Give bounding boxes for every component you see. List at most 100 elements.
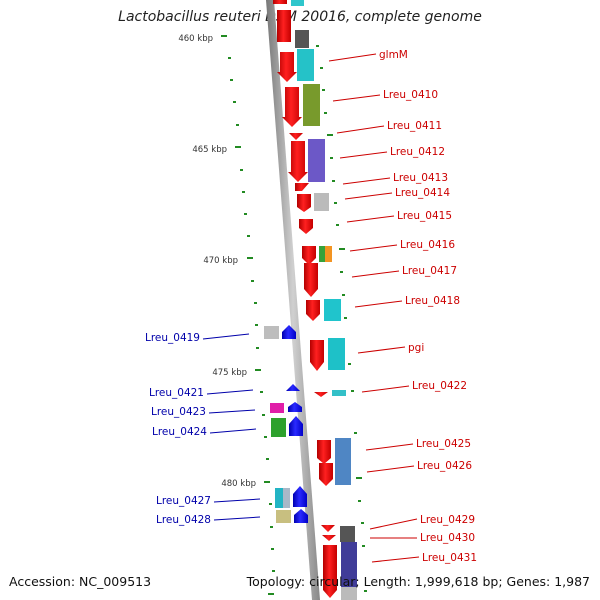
gene-label-lreu-0425[interactable]: Lreu_0425 [416,438,471,450]
cog-block [275,488,283,508]
gene-label-lreu-0415[interactable]: Lreu_0415 [397,210,452,222]
gc-tick [320,67,323,69]
gc-tick [358,500,361,502]
gene-label-lreu-0417[interactable]: Lreu_0417 [402,265,457,277]
gc-tick [247,235,250,237]
gene-arrow[interactable] [319,463,333,486]
gene-arrow[interactable] [288,141,308,182]
gene-label-lreu-0411[interactable]: Lreu_0411 [387,120,442,132]
gene-arrow[interactable] [322,535,336,541]
gc-tick [240,169,243,171]
gc-tick [254,302,257,304]
forward-gene-labels: glmM Lreu_0410 Lreu_0411 Lreu_0412 Lreu_… [379,49,477,564]
scale-tick-label: 460 kbp [178,34,213,44]
label-leader [369,518,418,530]
label-leader [357,346,406,354]
gc-tick [330,157,333,159]
gc-tick [271,548,274,550]
gene-arrow[interactable] [277,52,297,82]
gene-label-pgi[interactable]: pgi [408,342,424,354]
gc-tick [236,124,239,126]
label-leader [202,333,250,340]
gene-label-lreu-0431[interactable]: Lreu_0431 [422,552,477,564]
gc-tick [354,432,357,434]
gc-tick [230,79,233,81]
gene-arrow[interactable] [289,416,303,436]
gene-label-lreu-0427[interactable]: Lreu_0427 [156,495,211,507]
reverse-label-lines [202,333,261,521]
gc-tick [255,369,261,371]
gene-arrow[interactable] [294,509,308,523]
gene-arrow[interactable] [282,325,296,339]
gene-arrow[interactable] [299,219,313,234]
reverse-strand-track [282,325,308,523]
label-leader [366,465,415,473]
gene-label-lreu-0422[interactable]: Lreu_0422 [412,380,467,392]
gene-arrow[interactable] [323,545,337,598]
label-leader [344,192,393,200]
gc-tick [260,391,263,393]
gc-tick [266,458,269,460]
label-leader [351,270,400,278]
gc-tick [342,294,345,296]
genome-stats-label: Topology: circular; Length: 1,999,618 bp… [246,574,590,589]
label-leader [336,125,385,134]
scale-tick-label: 480 kbp [221,479,256,489]
gene-label-lreu-0423[interactable]: Lreu_0423 [151,406,206,418]
gc-tick [268,593,274,595]
label-leader [339,151,388,159]
gene-label-lreu-0421[interactable]: Lreu_0421 [149,387,204,399]
gc-skew-track [221,35,367,595]
reverse-cog-track [264,326,291,523]
cog-block [291,0,304,6]
gc-tick [332,180,335,182]
gene-arrow[interactable] [286,384,300,391]
gene-arrow[interactable] [282,87,302,127]
label-leader [354,300,403,308]
gene-arrow[interactable] [293,486,307,507]
gene-arrow[interactable] [314,392,328,397]
gene-arrow[interactable] [306,300,320,321]
gene-arrow[interactable] [273,0,287,4]
gc-tick [322,89,325,91]
gc-tick [233,101,236,103]
gene-label-lreu-0424[interactable]: Lreu_0424 [152,426,207,438]
gene-arrow[interactable] [288,402,302,412]
gene-arrow[interactable] [295,183,309,191]
gene-arrow[interactable] [297,194,311,212]
gene-label-lreu-0410[interactable]: Lreu_0410 [383,89,438,101]
accession-label: Accession: NC_009513 [9,574,152,589]
gc-tick [351,390,354,392]
gene-label-lreu-0414[interactable]: Lreu_0414 [395,187,450,199]
label-leader [371,556,420,563]
gene-arrow[interactable] [321,525,335,532]
gene-label-glmm[interactable]: glmM [379,49,408,61]
gene-label-lreu-0428[interactable]: Lreu_0428 [156,514,211,526]
cog-block [335,438,351,485]
gene-label-lreu-0430[interactable]: Lreu_0430 [420,532,475,544]
scale-tick-label: 475 kbp [212,368,247,378]
gene-label-lreu-0416[interactable]: Lreu_0416 [400,239,455,251]
gene-label-lreu-0419[interactable]: Lreu_0419 [145,332,200,344]
gene-arrow[interactable] [310,340,324,371]
label-leader [342,177,391,185]
gene-label-lreu-0418[interactable]: Lreu_0418 [405,295,460,307]
scale-tick-label: 470 kbp [203,256,238,266]
gene-label-lreu-0426[interactable]: Lreu_0426 [417,460,472,472]
gene-label-lreu-0412[interactable]: Lreu_0412 [390,146,445,158]
gene-arrow[interactable] [289,133,303,140]
gene-arrow[interactable] [302,246,316,265]
gene-label-lreu-0429[interactable]: Lreu_0429 [420,514,475,526]
gene-arrow[interactable] [317,440,331,464]
gene-arrow[interactable] [277,10,291,42]
gene-label-lreu-0413[interactable]: Lreu_0413 [393,172,448,184]
label-leader [206,389,254,395]
cog-block [295,30,309,48]
cog-block [324,299,341,321]
gc-tick [339,248,345,250]
gene-arrow[interactable] [304,263,318,297]
cog-block [314,193,329,211]
scale-tick-label: 465 kbp [192,145,227,155]
label-leader [361,385,410,393]
gc-tick [272,570,275,572]
